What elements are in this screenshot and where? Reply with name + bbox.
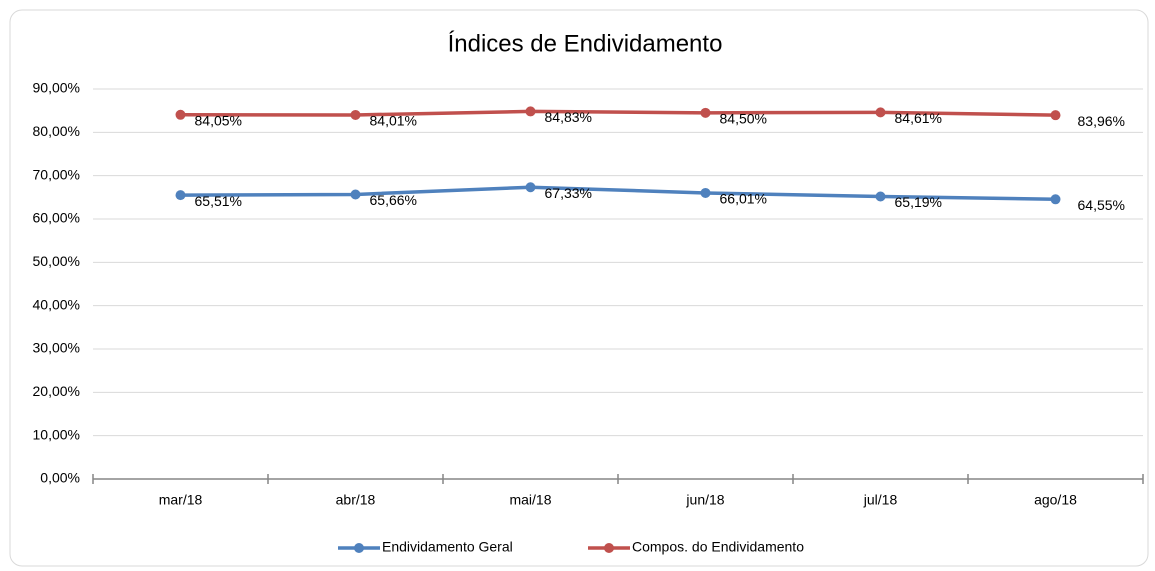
x-tick-label: ago/18 [1034,492,1077,508]
series-point [175,190,186,201]
series-point [1050,110,1061,121]
data-label: 67,33% [545,185,592,201]
chart-title: Índices de Endividamento [448,30,723,57]
data-label: 64,55% [1078,197,1125,213]
x-tick-label: jul/18 [863,492,898,508]
y-tick-label: 0,00% [40,470,80,486]
series-point [875,107,886,118]
y-tick-label: 10,00% [33,426,80,442]
data-label: 84,05% [195,112,242,128]
y-tick-label: 90,00% [33,80,80,96]
data-label: 65,51% [195,193,242,209]
series-line [180,185,1056,202]
data-label: 66,01% [720,191,767,207]
series-point [700,107,711,118]
x-tick-label: abr/18 [336,492,376,508]
series-point [350,109,361,120]
data-label: 84,01% [370,113,417,129]
chart-frame [9,9,1149,567]
y-tick-label: 30,00% [33,340,80,356]
y-tick-label: 40,00% [33,296,80,312]
data-label: 84,50% [720,111,767,127]
legend-label: Compos. do Endividamento [632,539,804,555]
series-point [350,189,361,200]
series-point [700,187,711,198]
series-point [175,109,186,120]
x-tick-label: jun/18 [685,492,724,508]
x-tick-label: mar/18 [159,492,203,508]
y-tick-label: 60,00% [33,210,80,226]
legend-label: Endividamento Geral [382,539,513,555]
data-label: 65,19% [895,194,942,210]
series-point [525,182,536,193]
legend-marker [354,543,364,553]
data-label: 65,66% [370,192,417,208]
series-point [875,191,886,202]
y-tick-label: 20,00% [33,383,80,399]
data-label: 83,96% [1078,113,1125,129]
legend-marker [604,543,614,553]
series-line [180,109,1056,117]
y-tick-label: 80,00% [33,123,80,139]
series-point [525,106,536,117]
series-point [1050,194,1061,205]
data-label: 84,61% [895,110,942,126]
y-tick-label: 70,00% [33,166,80,182]
x-tick-label: mai/18 [509,492,551,508]
data-label: 84,83% [545,109,592,125]
y-tick-label: 50,00% [33,253,80,269]
